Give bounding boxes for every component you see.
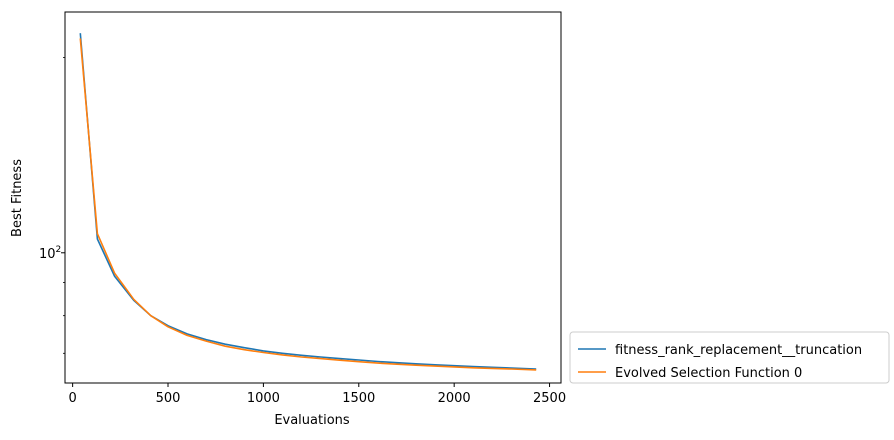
x-tick-label: 500 [156,391,181,406]
legend-box [569,331,890,384]
series-line-2 [79,38,537,371]
y-axis-label: Best Fitness [10,159,25,237]
x-tick-label: 1500 [342,391,375,406]
x-tick-label: 2000 [438,391,471,406]
plot-frame [64,11,562,384]
legend: fitness_rank_replacement__truncation Evo… [569,331,890,384]
legend-label-2: Evolved Selection Function 0 [615,366,802,381]
x-axis-ticks: 0 500 1000 1500 2000 2500 [68,383,566,406]
y-axis-ticks: 102 [39,57,65,354]
series-lines [79,33,537,371]
series-line-1 [79,33,537,370]
y-tick-label: 102 [39,245,61,262]
x-axis-label: Evaluations [274,413,350,428]
x-tick-label: 2500 [533,391,566,406]
x-tick-label: 0 [68,391,76,406]
x-tick-label: 1000 [247,391,280,406]
legend-label-1: fitness_rank_replacement__truncation [615,343,862,358]
